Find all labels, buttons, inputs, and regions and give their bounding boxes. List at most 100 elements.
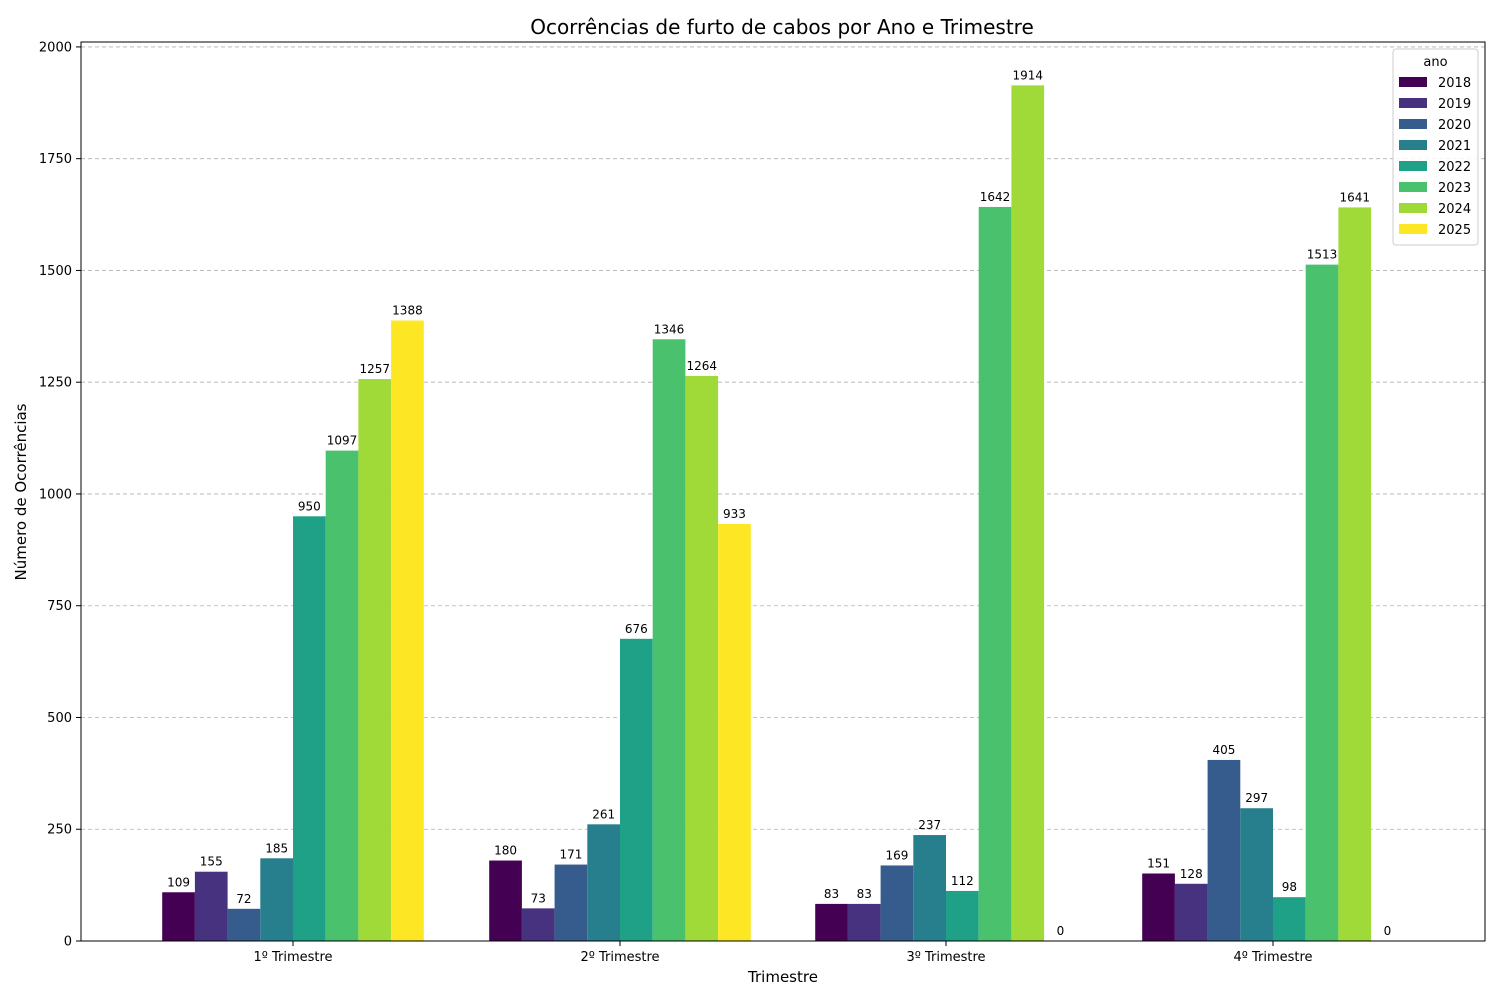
x-tick-label: 4º Trimestre (1233, 950, 1312, 965)
data-label-2025-1: 1388 (392, 304, 423, 318)
legend-label-2021: 2021 (1438, 139, 1471, 154)
legend-swatch-2019 (1399, 98, 1427, 108)
legend-swatch-2018 (1399, 77, 1427, 87)
bar-2018-1 (162, 892, 195, 941)
data-label-2022-3: 112 (951, 874, 974, 888)
bar-2021-2 (587, 824, 620, 941)
legend-swatch-2024 (1399, 203, 1427, 213)
x-axis: 1º Trimestre 2º Trimestre 3º Trimestre 4º T… (253, 941, 1313, 965)
data-label-2022-2: 676 (625, 622, 648, 636)
bar-2020-3 (880, 865, 914, 941)
bar-2022-2 (620, 638, 653, 941)
bar-2018-4 (1142, 873, 1175, 941)
data-label-2019-1: 155 (200, 855, 223, 869)
data-labels: 109 180 83 151 155 73 83 128 72 171 169 405 185 261 23… (167, 68, 1391, 938)
data-label-2021-1: 185 (265, 841, 288, 855)
data-label-2025-2: 933 (723, 507, 746, 521)
legend-label-2018: 2018 (1438, 76, 1471, 91)
legend-label-2022: 2022 (1438, 160, 1471, 175)
grid-lines (81, 46, 1485, 830)
data-label-2021-2: 261 (592, 807, 615, 821)
bar-2021-4 (1240, 808, 1273, 941)
data-label-2019-3: 83 (857, 887, 872, 901)
legend-swatch-2023 (1399, 182, 1427, 192)
x-tick-label: 1º Trimestre (253, 950, 332, 965)
legend-label-2025: 2025 (1438, 223, 1471, 238)
y-tick-label: 250 (47, 823, 72, 838)
y-tick-label: 500 (47, 711, 72, 726)
bar-2021-1 (260, 858, 293, 941)
data-label-2020-3: 169 (885, 848, 908, 862)
data-label-2018-3: 83 (824, 887, 839, 901)
data-label-2024-2: 1264 (686, 359, 717, 373)
bar-2020-2 (554, 864, 588, 941)
legend-title: ano (1423, 55, 1447, 70)
bar-2019-3 (847, 903, 881, 941)
y-tick-label: 1500 (39, 264, 72, 279)
data-label-2023-1: 1097 (327, 434, 358, 448)
data-label-2025-4: 0 (1384, 924, 1392, 938)
y-tick-label: 0 (64, 935, 72, 950)
data-label-2025-3: 0 (1057, 924, 1065, 938)
legend-label-2023: 2023 (1438, 181, 1471, 196)
bar-2021-3 (913, 835, 946, 941)
bar-2019-1 (194, 871, 228, 941)
data-label-2020-1: 72 (236, 892, 251, 906)
bar-2024-1 (358, 379, 392, 942)
data-label-2024-3: 1914 (1012, 68, 1043, 82)
legend-swatch-2022 (1399, 161, 1427, 171)
bar-2025-1 (391, 320, 424, 941)
y-tick-label: 2000 (39, 40, 72, 55)
legend-swatch-2021 (1399, 140, 1427, 150)
legend: ano 2018 2019 2020 2021 2022 2023 2024 2025 (1392, 48, 1479, 246)
y-tick-label: 1750 (39, 152, 72, 167)
bar-2018-3 (815, 903, 848, 941)
data-label-2021-3: 237 (918, 818, 941, 832)
bar-2018-2 (489, 860, 522, 941)
bar-2023-3 (978, 206, 1012, 941)
bar-2022-1 (293, 516, 326, 941)
y-axis: 0 250 500 750 1000 1250 1500 1750 2000 (39, 40, 81, 950)
bar-2024-4 (1338, 207, 1372, 941)
data-label-2018-2: 180 (494, 844, 517, 858)
legend-swatch-2025 (1399, 224, 1427, 234)
bar-2025-2 (718, 523, 751, 941)
bar-2023-1 (325, 450, 359, 941)
data-label-2023-2: 1346 (654, 322, 685, 336)
bar-2023-4 (1305, 264, 1339, 941)
legend-swatch-2020 (1399, 119, 1427, 129)
bar-2024-3 (1011, 85, 1045, 941)
data-label-2023-4: 1513 (1307, 248, 1338, 262)
data-label-2019-4: 128 (1180, 867, 1203, 881)
legend-label-2020: 2020 (1438, 118, 1471, 133)
data-label-2024-1: 1257 (359, 362, 390, 376)
bar-2022-4 (1273, 897, 1306, 941)
bar-2022-3 (946, 890, 979, 941)
data-label-2022-1: 950 (298, 499, 321, 513)
y-axis-title: Número de Ocorrências (12, 403, 30, 580)
x-tick-label: 2º Trimestre (580, 950, 659, 965)
data-label-2022-4: 98 (1282, 880, 1297, 894)
legend-label-2019: 2019 (1438, 97, 1471, 112)
bar-2023-2 (652, 339, 686, 941)
data-label-2023-3: 1642 (980, 190, 1011, 204)
bars (162, 85, 1372, 942)
legend-label-2024: 2024 (1438, 202, 1471, 217)
bar-2020-1 (227, 908, 261, 941)
data-label-2024-4: 1641 (1339, 190, 1370, 204)
data-label-2018-4: 151 (1147, 856, 1170, 870)
bar-2019-2 (521, 908, 555, 941)
bar-2019-4 (1174, 883, 1208, 941)
data-label-2021-4: 297 (1245, 791, 1268, 805)
x-tick-label: 3º Trimestre (906, 950, 985, 965)
data-label-2020-2: 171 (559, 848, 582, 862)
y-tick-label: 750 (47, 599, 72, 614)
bar-2024-2 (685, 375, 719, 941)
data-label-2018-1: 109 (167, 875, 190, 889)
y-tick-label: 1250 (39, 376, 72, 391)
x-axis-title: Trimestre (747, 968, 818, 986)
bar-2020-4 (1207, 759, 1241, 941)
data-label-2020-4: 405 (1212, 743, 1235, 757)
